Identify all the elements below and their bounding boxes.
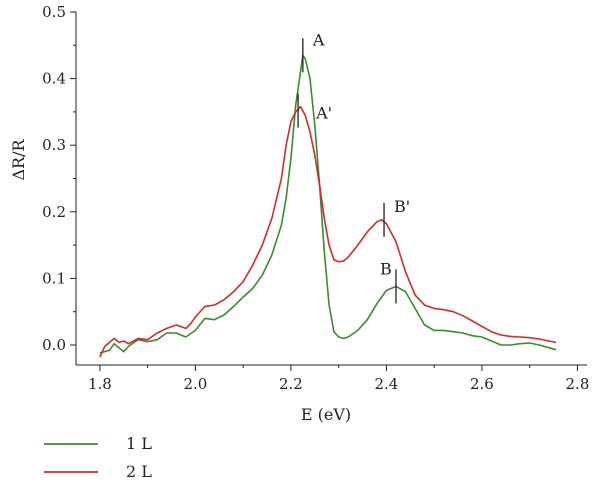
y-tick-label: 0.4 [42, 70, 66, 88]
series-line-1 [99, 54, 557, 354]
peak-label: A [312, 30, 325, 49]
x-tick-label: 2.4 [374, 375, 398, 393]
y-tick-label: 0.5 [42, 3, 66, 21]
y-axis: 0.0 0.1 0.2 0.3 0.4 0.5 [42, 3, 77, 365]
y-axis-label: ΔR/R [9, 139, 28, 181]
x-tick-label: 1.8 [88, 375, 112, 393]
annotation-layer: A A' B' B [297, 30, 410, 304]
series-line-2 [99, 105, 557, 358]
x-tick-label: 2.6 [470, 375, 494, 393]
x-axis: 1.8 2.0 2.2 2.4 2.6 2.8 [76, 364, 590, 393]
peak-label: B' [394, 197, 410, 216]
y-tick-label: 0.2 [42, 203, 66, 221]
x-tick-label: 2.2 [279, 375, 303, 393]
y-tick-label: 0.3 [42, 136, 66, 154]
x-tick-label: 2.8 [566, 375, 590, 393]
legend: 1 L2 L [44, 434, 152, 481]
legend-label: 2 L [126, 462, 152, 481]
x-tick-label: 2.0 [183, 375, 207, 393]
y-tick-label: 0.0 [42, 336, 66, 354]
series-layer [99, 54, 557, 358]
x-axis-label: E (eV) [301, 405, 351, 424]
peak-label: A' [315, 104, 332, 123]
y-tick-label: 0.1 [42, 269, 66, 287]
legend-label: 1 L [126, 434, 152, 453]
peak-label: B [380, 259, 392, 278]
